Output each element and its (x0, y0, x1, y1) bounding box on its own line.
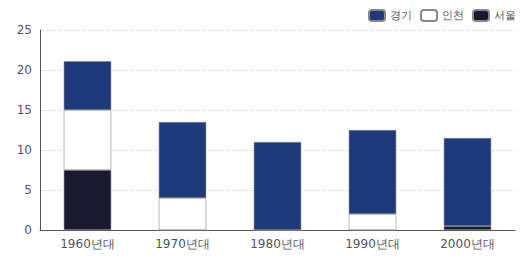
svg-text:경기: 경기 (390, 9, 412, 22)
svg-text:10: 10 (17, 143, 32, 157)
svg-text:2000년대: 2000년대 (440, 237, 495, 251)
svg-text:1960년대: 1960년대 (60, 237, 115, 251)
svg-text:5: 5 (24, 183, 32, 197)
svg-text:인천: 인천 (442, 9, 464, 22)
svg-text:1980년대: 1980년대 (250, 237, 305, 251)
svg-text:1990년대: 1990년대 (345, 237, 400, 251)
svg-text:서울: 서울 (494, 9, 516, 22)
svg-text:25: 25 (17, 23, 32, 37)
svg-text:1970년대: 1970년대 (155, 237, 210, 251)
svg-text:20: 20 (17, 63, 32, 77)
svg-text:15: 15 (17, 103, 32, 117)
svg-text:0: 0 (24, 223, 32, 237)
